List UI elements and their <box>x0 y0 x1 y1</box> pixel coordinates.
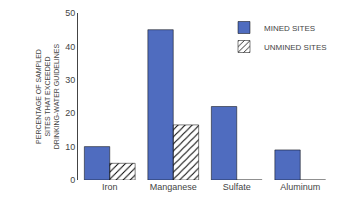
svg-text:Iron: Iron <box>102 182 118 192</box>
svg-text:20: 20 <box>65 108 75 118</box>
svg-text:PERCENTAGE OF SAMPLEDSITES THA: PERCENTAGE OF SAMPLEDSITES THAT EXCEEDED… <box>35 43 60 149</box>
svg-text:10: 10 <box>65 142 75 152</box>
svg-text:Manganese: Manganese <box>150 182 197 192</box>
svg-text:Aluminum: Aluminum <box>280 182 320 192</box>
svg-text:MINED SITES: MINED SITES <box>264 24 315 33</box>
svg-text:UNMINED SITES: UNMINED SITES <box>264 43 327 52</box>
svg-text:30: 30 <box>65 75 75 85</box>
svg-text:Sulfate: Sulfate <box>223 182 251 192</box>
svg-text:0: 0 <box>70 175 75 185</box>
svg-text:50: 50 <box>65 8 75 18</box>
svg-text:40: 40 <box>65 42 75 52</box>
